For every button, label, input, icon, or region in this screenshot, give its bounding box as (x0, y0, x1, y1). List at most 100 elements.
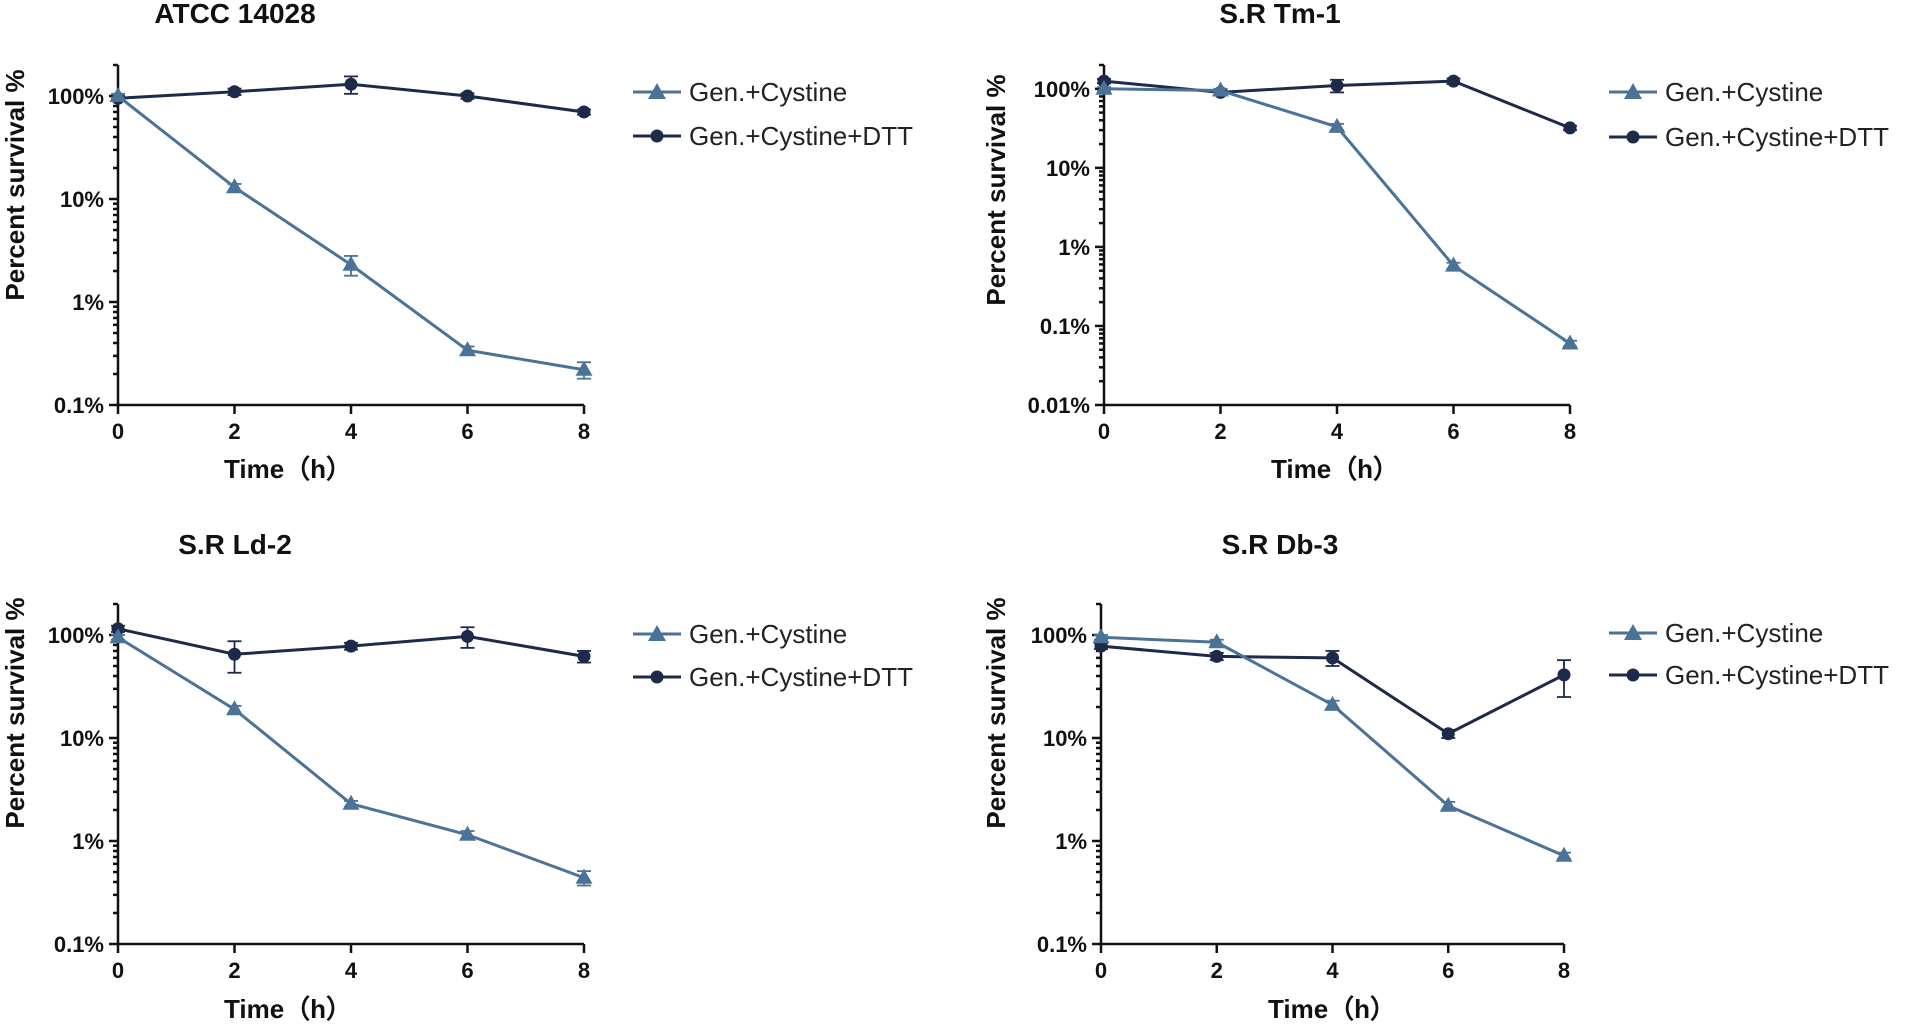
data-point-cystine (575, 360, 593, 376)
chart-svg: S.R Db-3 Percent survival % Time（h） 0.1%… (981, 529, 1889, 1024)
x-tick-label: 4 (1326, 958, 1339, 983)
data-point-dtt (344, 639, 358, 653)
x-axis-label: Time（h） (224, 994, 352, 1024)
chart-title: S.R Db-3 (1222, 529, 1339, 560)
y-tick-label: 10% (1043, 726, 1087, 751)
data-point-dtt (344, 77, 358, 91)
circle-marker-icon (1626, 668, 1640, 682)
x-axis-label: Time（h） (1268, 994, 1396, 1024)
chart-panel-atcc-14028: ATCC 14028 Percent survival % Time（h） 0.… (0, 0, 954, 515)
y-tick-label: 100% (48, 84, 104, 109)
y-tick-label: 0.1% (1040, 314, 1090, 339)
circle-marker-icon (650, 670, 664, 684)
x-tick-label: 2 (228, 419, 240, 444)
legend-entry-cystine[interactable]: Gen.+Cystine (633, 619, 847, 649)
x-axis-label: Time（h） (224, 454, 352, 484)
data-point-cystine (109, 628, 127, 644)
data-point-cystine (459, 825, 476, 841)
legend-entry-dtt[interactable]: Gen.+Cystine+DTT (1609, 122, 1889, 152)
data-point-cystine (1445, 256, 1462, 272)
plot-area (1092, 628, 1573, 862)
data-point-cystine (109, 87, 127, 103)
legend: Gen.+Cystine Gen.+Cystine+DTT (1609, 77, 1889, 152)
y-tick-label: 0.01% (1028, 393, 1090, 418)
x-tick-label: 8 (578, 419, 590, 444)
x-tick-label: 6 (461, 419, 473, 444)
data-point-cystine (1561, 334, 1579, 350)
data-point-cystine (342, 794, 360, 810)
data-point-cystine (1095, 79, 1113, 95)
legend-label-cystine: Gen.+Cystine (689, 619, 847, 649)
legend-entry-cystine[interactable]: Gen.+Cystine (1609, 618, 1823, 648)
data-point-cystine (1324, 695, 1341, 711)
data-point-cystine (459, 341, 476, 357)
data-point-dtt (1210, 649, 1224, 663)
data-point-cystine (1555, 846, 1573, 862)
y-tick-label: 1% (72, 829, 104, 854)
x-tick-label: 2 (1211, 958, 1223, 983)
axes: 0.1% 1% 10% 100% 0 2 4 6 8 (48, 63, 590, 444)
series-line-cystine (117, 94, 585, 372)
y-axis-label: Percent survival % (981, 74, 1011, 305)
legend-label-cystine: Gen.+Cystine (1665, 77, 1823, 107)
legend-label-cystine: Gen.+Cystine (689, 77, 847, 107)
axes: 0.1% 1% 10% 100% 0 2 4 6 8 (1031, 602, 1570, 983)
data-point-dtt (1563, 121, 1577, 135)
legend-entry-cystine[interactable]: Gen.+Cystine (1609, 77, 1823, 107)
x-tick-label: 4 (345, 419, 358, 444)
x-axis-label: Time（h） (1271, 454, 1399, 484)
x-tick-label: 6 (1442, 958, 1454, 983)
y-axis-label: Percent survival % (981, 597, 1011, 828)
x-tick-label: 0 (112, 419, 124, 444)
data-point-dtt (1441, 727, 1455, 741)
legend-entry-cystine[interactable]: Gen.+Cystine (633, 77, 847, 107)
series-line-cystine (1100, 635, 1565, 858)
y-tick-label: 10% (60, 726, 104, 751)
axes: 0.01% 0.1% 1% 10% 100% 0 2 4 6 8 (1028, 63, 1576, 444)
x-tick-label: 8 (1564, 419, 1576, 444)
chart-svg: S.R Tm-1 Percent survival % Time（h） 0.01… (981, 0, 1889, 484)
y-tick-label: 0.1% (54, 393, 104, 418)
data-point-cystine (342, 255, 360, 271)
x-tick-label: 2 (1214, 419, 1226, 444)
chart-svg: ATCC 14028 Percent survival % Time（h） 0.… (0, 0, 913, 484)
triangle-marker-icon (648, 83, 666, 99)
data-point-cystine (226, 700, 243, 716)
legend-entry-dtt[interactable]: Gen.+Cystine+DTT (1609, 660, 1889, 690)
series-line-cystine (117, 636, 585, 880)
data-point-cystine (575, 868, 593, 884)
data-point-dtt (228, 647, 241, 661)
data-point-dtt (1447, 74, 1460, 88)
legend-entry-dtt[interactable]: Gen.+Cystine+DTT (633, 662, 913, 692)
data-point-dtt (577, 649, 591, 663)
triangle-marker-icon (1624, 624, 1642, 640)
plot-area (109, 75, 593, 380)
chart-panel-sr-db-3: S.R Db-3 Percent survival % Time（h） 0.1%… (954, 515, 1908, 1030)
chart-svg: S.R Ld-2 Percent survival % Time（h） 0.1%… (0, 529, 913, 1024)
x-tick-label: 0 (1095, 958, 1107, 983)
y-tick-label: 100% (1034, 77, 1090, 102)
x-tick-label: 0 (112, 958, 124, 983)
triangle-marker-icon (648, 625, 666, 641)
data-point-dtt (461, 89, 474, 103)
legend-entry-dtt[interactable]: Gen.+Cystine+DTT (633, 121, 913, 151)
data-point-dtt (1330, 79, 1344, 93)
chart-panel-sr-ld-2: S.R Ld-2 Percent survival % Time（h） 0.1%… (0, 515, 954, 1030)
y-tick-label: 0.1% (54, 932, 104, 957)
y-axis-label: Percent survival % (0, 597, 30, 828)
triangle-marker-icon (1624, 83, 1642, 99)
x-tick-label: 2 (228, 958, 240, 983)
legend: Gen.+Cystine Gen.+Cystine+DTT (633, 77, 913, 151)
data-point-dtt (461, 629, 474, 643)
legend-label-dtt: Gen.+Cystine+DTT (1665, 122, 1889, 152)
data-point-dtt (577, 105, 591, 119)
chart-title: S.R Ld-2 (178, 529, 292, 560)
x-tick-label: 4 (345, 958, 358, 983)
circle-marker-icon (1626, 130, 1640, 144)
plot-area (1095, 74, 1579, 350)
legend-label-dtt: Gen.+Cystine+DTT (1665, 660, 1889, 690)
data-point-dtt (1326, 651, 1339, 665)
data-point-cystine (1439, 796, 1457, 812)
chart-title: ATCC 14028 (154, 0, 315, 29)
y-tick-label: 1% (1058, 235, 1090, 260)
